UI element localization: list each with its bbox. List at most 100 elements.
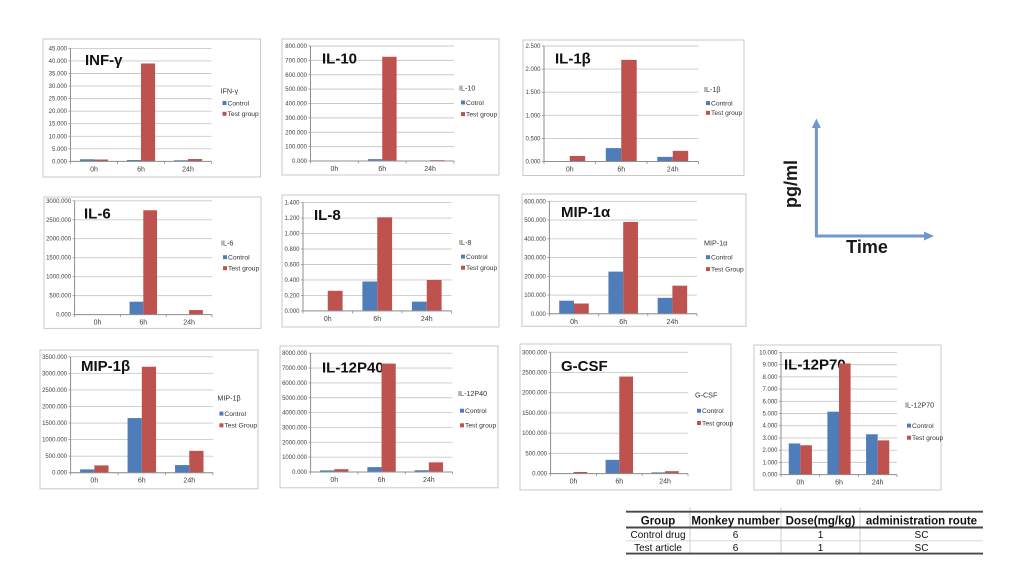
svg-text:IL-8: IL-8: [314, 207, 341, 224]
svg-text:3000.000: 3000.000: [42, 371, 68, 377]
svg-text:6h: 6h: [835, 480, 843, 487]
svg-text:24h: 24h: [423, 477, 435, 484]
svg-text:6h: 6h: [373, 316, 381, 323]
svg-text:3000.000: 3000.000: [522, 350, 548, 356]
svg-text:30.000: 30.000: [49, 84, 68, 90]
svg-text:0.000: 0.000: [531, 312, 547, 318]
svg-text:300.000: 300.000: [285, 116, 307, 122]
svg-text:IL-12P40: IL-12P40: [458, 389, 487, 398]
svg-text:MIP-1β: MIP-1β: [217, 393, 240, 402]
svg-text:1500.000: 1500.000: [42, 421, 68, 427]
svg-text:Test group: Test group: [702, 420, 734, 427]
svg-text:24h: 24h: [872, 480, 884, 487]
svg-text:0h: 0h: [566, 167, 574, 174]
svg-text:Time: Time: [846, 237, 888, 257]
svg-text:24h: 24h: [183, 320, 195, 327]
svg-text:0.000: 0.000: [284, 309, 300, 315]
svg-text:600.000: 600.000: [285, 73, 307, 79]
svg-text:24h: 24h: [667, 319, 679, 326]
svg-text:24h: 24h: [183, 478, 195, 485]
svg-text:6h: 6h: [139, 320, 147, 327]
svg-text:2000.000: 2000.000: [522, 391, 548, 397]
svg-text:0h: 0h: [796, 480, 804, 487]
svg-text:Test article: Test article: [634, 543, 682, 554]
svg-text:4000.000: 4000.000: [282, 411, 308, 417]
svg-text:2.000: 2.000: [762, 448, 778, 454]
svg-text:500.000: 500.000: [524, 218, 546, 224]
svg-text:0.000: 0.000: [525, 160, 541, 166]
svg-text:G-CSF: G-CSF: [695, 390, 718, 399]
svg-text:0.600: 0.600: [284, 262, 300, 268]
svg-text:2.500: 2.500: [525, 44, 541, 50]
svg-text:2500.000: 2500.000: [42, 388, 68, 394]
svg-text:Control: Control: [702, 408, 724, 415]
svg-text:1.000: 1.000: [525, 113, 541, 119]
svg-text:6h: 6h: [617, 167, 625, 174]
svg-text:Control: Control: [465, 408, 487, 415]
svg-text:2500.000: 2500.000: [46, 218, 72, 224]
svg-text:0h: 0h: [331, 166, 339, 173]
svg-text:9.000: 9.000: [762, 363, 778, 369]
svg-text:IL-8: IL-8: [459, 238, 471, 247]
svg-text:0.800: 0.800: [284, 247, 300, 253]
svg-text:MIP-1α: MIP-1α: [561, 204, 611, 221]
svg-text:1: 1: [818, 543, 824, 554]
svg-text:700.000: 700.000: [285, 58, 307, 64]
svg-text:1.200: 1.200: [284, 216, 300, 222]
svg-text:3500.000: 3500.000: [42, 355, 68, 361]
svg-text:10.000: 10.000: [759, 350, 778, 356]
svg-text:500.000: 500.000: [45, 454, 67, 460]
svg-text:1: 1: [818, 530, 824, 541]
svg-text:300.000: 300.000: [524, 256, 546, 262]
svg-text:IL-1β: IL-1β: [555, 51, 591, 68]
svg-text:2500.000: 2500.000: [522, 371, 548, 377]
svg-text:Test group: Test group: [711, 110, 743, 117]
svg-text:1500.000: 1500.000: [522, 411, 548, 417]
svg-text:0h: 0h: [570, 479, 578, 486]
svg-text:400.000: 400.000: [524, 237, 546, 243]
svg-text:5.000: 5.000: [762, 412, 778, 418]
svg-text:6h: 6h: [619, 319, 627, 326]
svg-text:6h: 6h: [137, 166, 145, 173]
svg-text:35.000: 35.000: [49, 72, 68, 78]
svg-text:8000.000: 8000.000: [282, 351, 308, 357]
svg-text:pg/ml: pg/ml: [781, 160, 801, 208]
svg-text:Control: Control: [466, 254, 488, 261]
svg-text:10.000: 10.000: [49, 134, 68, 140]
svg-text:200.000: 200.000: [524, 274, 546, 280]
svg-text:5000.000: 5000.000: [282, 396, 308, 402]
svg-text:0h: 0h: [90, 478, 98, 485]
svg-text:0h: 0h: [90, 166, 98, 173]
svg-text:24h: 24h: [421, 316, 433, 323]
svg-text:0.500: 0.500: [525, 136, 541, 142]
svg-text:INF-γ: INF-γ: [85, 52, 123, 69]
svg-text:100.000: 100.000: [524, 293, 546, 299]
svg-text:5.000: 5.000: [52, 147, 68, 153]
svg-text:0.000: 0.000: [292, 159, 308, 165]
svg-text:45.000: 45.000: [49, 46, 68, 52]
svg-text:Control: Control: [711, 101, 733, 108]
svg-text:Test Group: Test Group: [224, 423, 257, 430]
svg-text:1000.000: 1000.000: [282, 455, 308, 461]
svg-text:Control: Control: [224, 411, 246, 418]
svg-text:40.000: 40.000: [49, 59, 68, 65]
svg-text:0.200: 0.200: [284, 293, 300, 299]
svg-text:Test Group: Test Group: [711, 267, 744, 274]
svg-text:6h: 6h: [378, 477, 386, 484]
svg-text:Control: Control: [912, 423, 934, 430]
svg-text:3000.000: 3000.000: [46, 199, 72, 205]
svg-text:SC: SC: [915, 530, 929, 541]
svg-text:6000.000: 6000.000: [282, 381, 308, 387]
svg-text:MIP-1α: MIP-1α: [704, 239, 727, 248]
svg-text:2000.000: 2000.000: [282, 440, 308, 446]
svg-text:600.000: 600.000: [524, 199, 546, 205]
svg-text:IL-6: IL-6: [84, 206, 111, 223]
svg-text:0h: 0h: [94, 320, 102, 327]
svg-text:Group: Group: [641, 516, 676, 528]
svg-text:15.000: 15.000: [49, 122, 68, 128]
svg-text:6.000: 6.000: [762, 399, 778, 405]
svg-text:1.400: 1.400: [284, 201, 300, 207]
svg-text:500.000: 500.000: [49, 294, 71, 300]
svg-text:500.000: 500.000: [525, 451, 547, 457]
svg-text:7000.000: 7000.000: [282, 366, 308, 372]
